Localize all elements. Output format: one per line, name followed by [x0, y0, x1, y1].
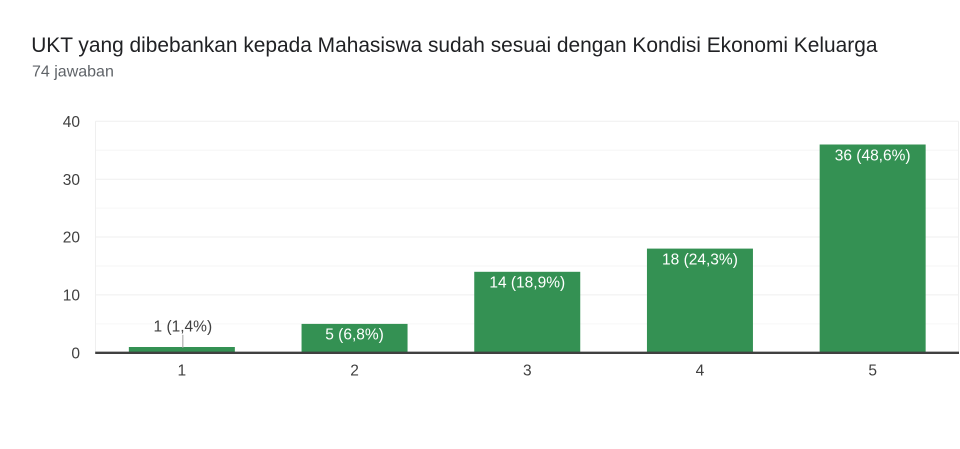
svg-text:36 (48,6%): 36 (48,6%)	[835, 147, 911, 164]
svg-text:5 (6,8%): 5 (6,8%)	[325, 327, 384, 344]
svg-text:1 (1,4%): 1 (1,4%)	[154, 318, 213, 335]
svg-text:2: 2	[350, 363, 359, 380]
svg-text:18 (24,3%): 18 (24,3%)	[662, 251, 738, 268]
svg-text:20: 20	[63, 230, 81, 247]
svg-text:10: 10	[63, 287, 81, 304]
svg-text:1: 1	[178, 363, 187, 380]
svg-text:4: 4	[696, 363, 705, 380]
svg-text:30: 30	[63, 172, 81, 189]
svg-text:14 (18,9%): 14 (18,9%)	[489, 275, 565, 292]
svg-text:40: 40	[63, 114, 81, 131]
svg-text:5: 5	[868, 363, 877, 380]
svg-text:0: 0	[71, 345, 80, 362]
svg-text:UKT yang dibebankan kepada Mah: UKT yang dibebankan kepada Mahasiswa sud…	[31, 34, 878, 57]
svg-text:3: 3	[523, 363, 532, 380]
svg-text:74 jawaban: 74 jawaban	[32, 64, 114, 81]
